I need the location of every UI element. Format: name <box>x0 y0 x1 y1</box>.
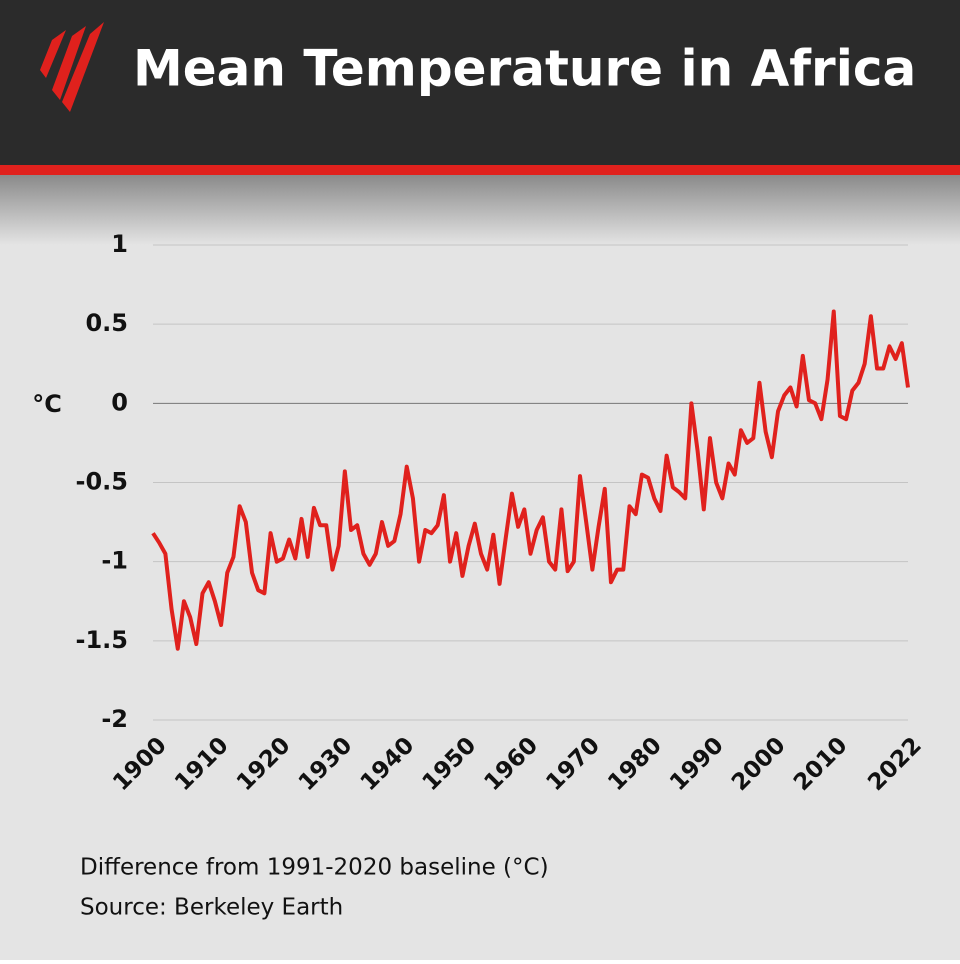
header-shadow <box>0 175 960 245</box>
source: Source: Berkeley Earth <box>80 895 343 921</box>
header <box>0 0 960 165</box>
y-axis-label: °C <box>32 390 62 418</box>
y-tick-label: -0.5 <box>76 468 128 496</box>
header-stripe <box>0 165 960 175</box>
y-tick-label: 1 <box>111 230 128 258</box>
y-tick-label: 0 <box>111 388 128 416</box>
y-tick-label: -1.5 <box>76 626 128 654</box>
data-line <box>151 309 910 651</box>
logo <box>40 22 104 112</box>
y-tick-label: 0.5 <box>85 309 128 337</box>
chart-title: Mean Temperature in Africa <box>133 40 916 98</box>
note: Difference from 1991-2020 baseline (°C) <box>80 855 549 881</box>
y-tick-label: -2 <box>101 705 128 733</box>
y-tick-label: -1 <box>101 547 128 575</box>
